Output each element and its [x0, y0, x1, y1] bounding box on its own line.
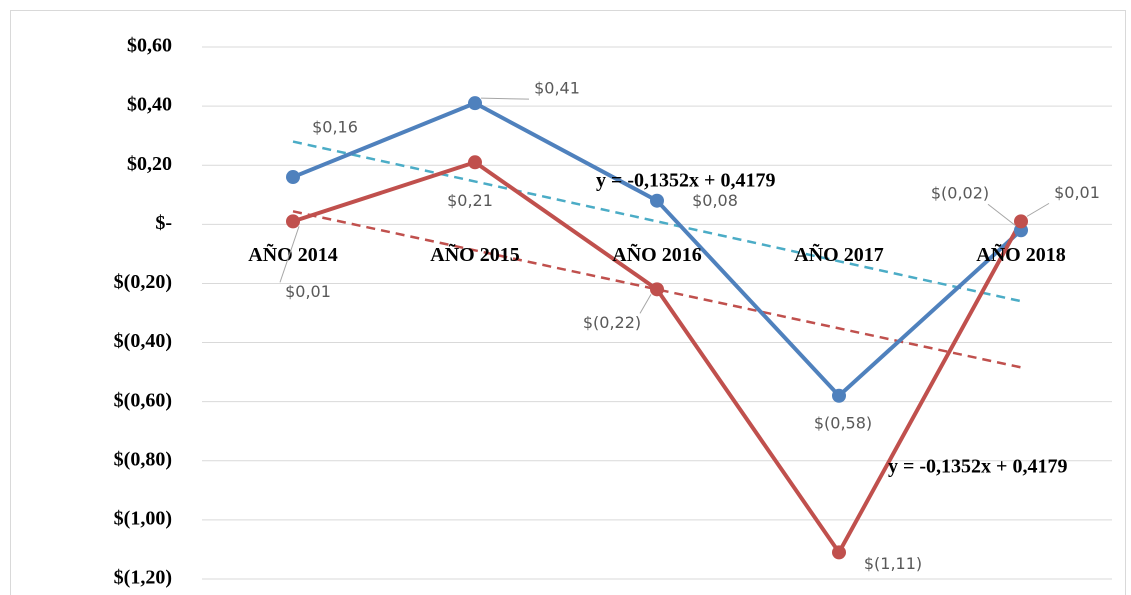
data-label: $0,16: [312, 118, 358, 137]
x-tick-label: AÑO 2017: [794, 243, 883, 266]
data-point: [286, 214, 300, 229]
y-tick-label: $-: [155, 212, 172, 234]
leader-line: [639, 294, 652, 314]
y-tick-label: $(0,20): [114, 271, 172, 293]
trendline: [292, 140, 1022, 303]
series-line: [292, 160, 1023, 555]
trendline-equation: y = -0,1352x + 0,4179: [596, 170, 775, 192]
y-tick-label: $(1,20): [114, 567, 172, 589]
data-point: [650, 282, 664, 297]
chart-frame: [10, 10, 1126, 595]
data-point: [650, 193, 664, 208]
y-tick-label: $0,20: [127, 153, 172, 175]
data-point: [468, 155, 482, 170]
y-tick-label: $0,60: [127, 35, 172, 57]
data-point: [832, 545, 846, 560]
leader-line: [1026, 202, 1050, 217]
leader-line: [279, 226, 300, 283]
data-label: $(0,58): [814, 413, 872, 432]
x-tick-label: AÑO 2015: [430, 243, 519, 266]
x-tick-label: AÑO 2018: [976, 243, 1065, 266]
x-tick-label: AÑO 2016: [612, 243, 701, 266]
data-label: $(0,02): [931, 184, 989, 203]
y-tick-label: $(1,00): [114, 507, 172, 529]
y-tick-label: $(0,40): [114, 330, 172, 352]
trendline-equation: y = -0,1352x + 0,4179: [888, 456, 1067, 478]
leader-line: [480, 97, 530, 100]
y-tick-label: $(0,80): [114, 448, 172, 470]
data-label: $0,08: [692, 191, 738, 210]
leader-line: [987, 203, 1016, 226]
y-tick-label: $0,40: [127, 94, 172, 116]
data-label: $0,21: [447, 191, 493, 210]
data-label: $(1,11): [864, 554, 922, 573]
data-label: $0,01: [1054, 183, 1100, 202]
data-point: [1014, 214, 1028, 229]
x-tick-label: AÑO 2014: [248, 243, 337, 266]
data-point: [468, 96, 482, 111]
data-point: [832, 388, 846, 403]
data-label: $0,01: [285, 282, 331, 301]
data-point: [286, 170, 300, 185]
y-tick-label: $(0,60): [114, 389, 172, 411]
data-label: $0,41: [534, 79, 580, 98]
data-label: $(0,22): [583, 313, 641, 332]
